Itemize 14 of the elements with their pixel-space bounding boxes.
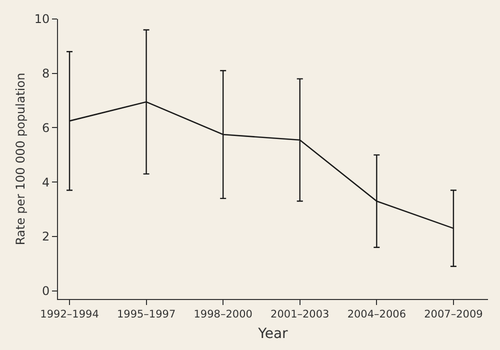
x-tick-label: 2004–2006	[347, 308, 406, 321]
x-tick-label: 1995–1997	[116, 308, 176, 321]
y-axis-title: Rate per 100 000 population	[14, 72, 28, 246]
y-tick-label: 8	[42, 66, 50, 81]
x-tick-label: 2001–2003	[270, 308, 330, 321]
y-tick-label: 2	[42, 230, 50, 244]
x-axis-title: Year	[257, 326, 288, 342]
x-tick-label: 1998–2000	[194, 308, 252, 321]
x-tick-label: 2007–2009	[424, 308, 483, 321]
y-tick-label: 6	[42, 120, 50, 135]
y-tick-label: 0	[42, 284, 50, 298]
x-tick-label: 1992–1994	[40, 308, 100, 321]
y-tick-label: 4	[42, 175, 50, 190]
y-tick-label: 10	[34, 12, 50, 26]
